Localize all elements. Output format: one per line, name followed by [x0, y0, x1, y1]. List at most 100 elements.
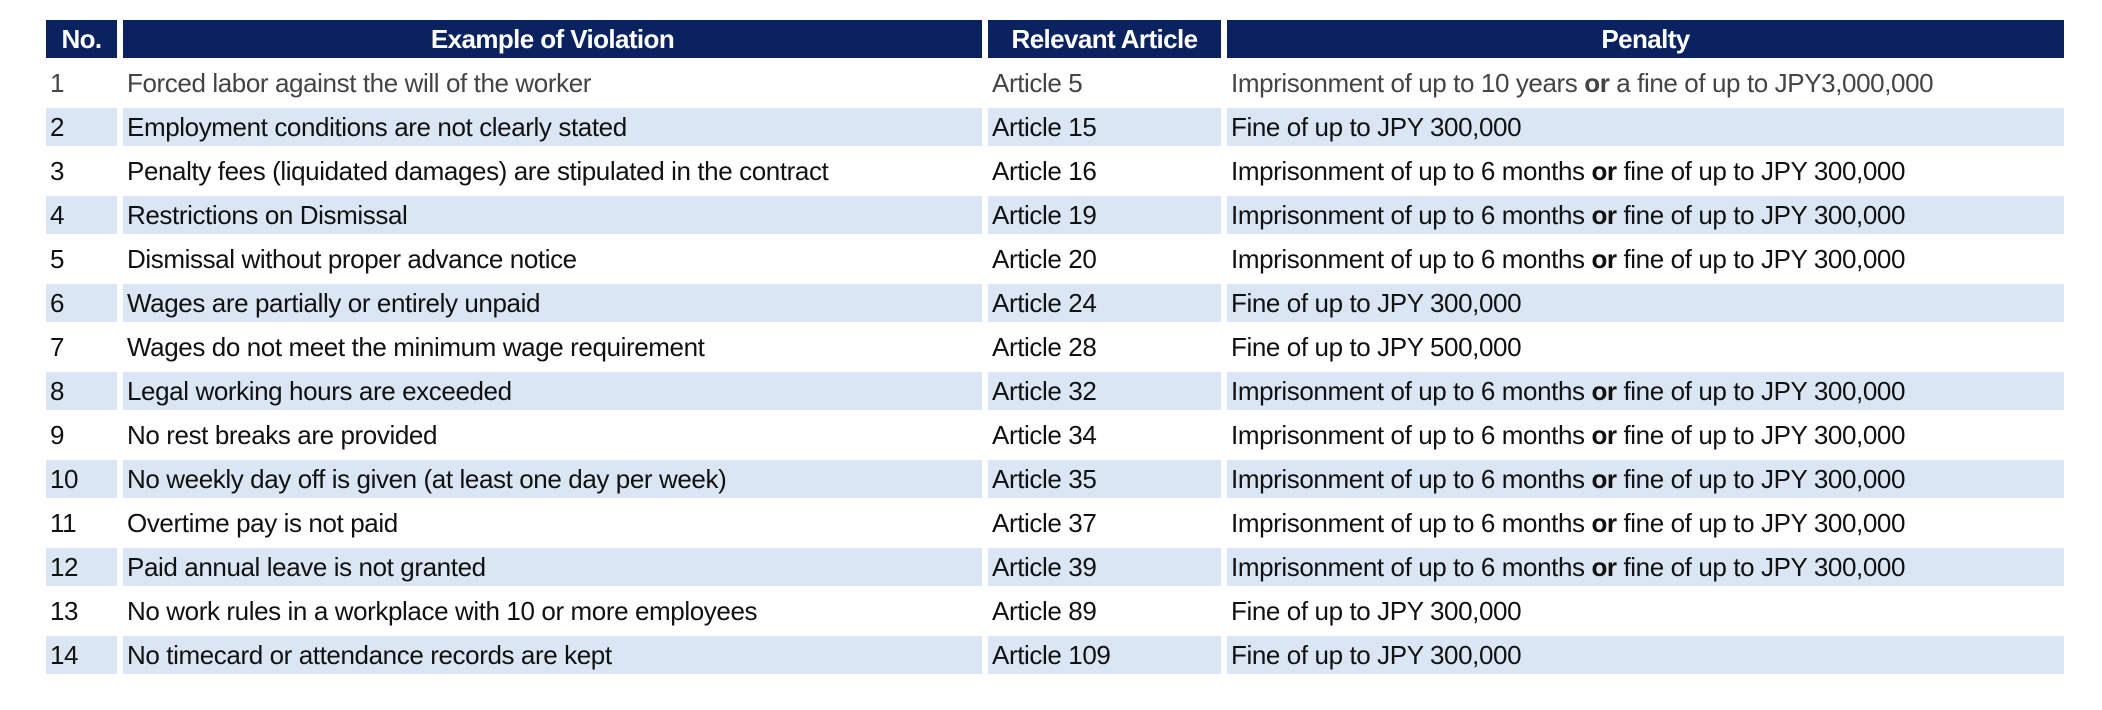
penalty-text-rest: fine of up to JPY 300,000	[1616, 507, 1906, 538]
row-violation: Dismissal without proper advance notice	[127, 243, 577, 274]
penalty-or: or	[1591, 507, 1617, 538]
penalty-text: Fine of up to JPY 300,000	[1231, 111, 1522, 142]
row-violation: No timecard or attendance records are ke…	[123, 636, 982, 674]
row-violation: Restrictions on Dismissal	[123, 196, 982, 234]
row-article: Article 109	[988, 636, 1221, 674]
table-row: 9 No rest breaks are provided Article 34 Im…	[46, 416, 2064, 454]
row-no: 6	[46, 284, 117, 322]
table-row: 11 Overtime pay is not paid Article 37 Impr…	[46, 504, 2064, 542]
penalty-or: or	[1591, 551, 1617, 582]
row-article: Article 34	[992, 419, 1097, 450]
row-penalty: Fine of up to JPY 300,000	[1227, 636, 2064, 674]
table-row: 4 Restrictions on Dismissal Article 19 Impr…	[46, 196, 2064, 234]
row-no: 8	[46, 372, 117, 410]
table-row: 13 No work rules in a workplace with 10 o…	[46, 592, 2064, 630]
table-row: 5 Dismissal without proper advance notice…	[46, 240, 2064, 278]
row-article: Article 39	[988, 548, 1221, 586]
row-penalty: Imprisonment of up to 6 months or fine o…	[1227, 548, 2064, 586]
penalty-text: Imprisonment of up to 6 months	[1231, 199, 1592, 230]
row-violation: Employment conditions are not clearly st…	[123, 108, 982, 146]
row-penalty: Imprisonment of up to 6 months or fine o…	[1227, 196, 2064, 234]
row-violation: No weekly day off is given (at least one…	[123, 460, 982, 498]
header-article: Relevant Article	[988, 20, 1221, 58]
penalty-text: Imprisonment of up to 6 months	[1231, 463, 1592, 494]
row-article: Article 20	[992, 243, 1097, 274]
row-article: Article 19	[988, 196, 1221, 234]
row-no: 5	[50, 243, 65, 274]
penalty-text: Imprisonment of up to 6 months	[1231, 419, 1592, 450]
penalty-or: or	[1584, 67, 1610, 98]
table-row: 14 No timecard or attendance records are …	[46, 636, 2064, 674]
row-penalty: Imprisonment of up to 6 months or fine o…	[1227, 504, 2064, 542]
row-no: 9	[50, 419, 65, 450]
penalty-or: or	[1591, 243, 1617, 274]
row-violation: No rest breaks are provided	[127, 419, 438, 450]
penalty-text: Imprisonment of up to 6 months	[1231, 243, 1592, 274]
row-violation: Legal working hours are exceeded	[123, 372, 982, 410]
row-penalty: Imprisonment of up to 6 months or fine o…	[1227, 416, 2064, 454]
row-no: 3	[50, 155, 65, 186]
row-article: Article 15	[988, 108, 1221, 146]
penalty-text: Fine of up to JPY 300,000	[1231, 287, 1522, 318]
row-no: 14	[46, 636, 117, 674]
header-penalty: Penalty	[1227, 20, 2064, 58]
header-no: No.	[46, 20, 117, 58]
row-violation: Overtime pay is not paid	[127, 507, 398, 538]
penalty-or: or	[1591, 419, 1617, 450]
row-article: Article 37	[992, 507, 1097, 538]
row-no: 1	[50, 67, 65, 98]
row-article: Article 32	[988, 372, 1221, 410]
penalty-text-rest: fine of up to JPY 300,000	[1616, 375, 1906, 406]
penalty-text-rest: fine of up to JPY 300,000	[1616, 155, 1906, 186]
penalty-text: Imprisonment of up to 6 months	[1231, 155, 1592, 186]
table-row: 6 Wages are partially or entirely unpaid A…	[46, 284, 2064, 322]
row-no: 10	[46, 460, 117, 498]
row-no: 12	[46, 548, 117, 586]
penalty-text-rest: fine of up to JPY 300,000	[1616, 463, 1906, 494]
penalty-or: or	[1591, 463, 1617, 494]
row-article: Article 89	[992, 595, 1097, 626]
violations-table: No. Example of Violation Relevant Articl…	[40, 14, 2070, 680]
penalty-text: Fine of up to JPY 300,000	[1231, 595, 1522, 626]
table-row: 8 Legal working hours are exceeded Article…	[46, 372, 2064, 410]
row-no: 7	[50, 331, 65, 362]
row-violation: No work rules in a workplace with 10 or …	[127, 595, 758, 626]
penalty-text-rest: fine of up to JPY 300,000	[1616, 243, 1906, 274]
row-violation: Paid annual leave is not granted	[123, 548, 982, 586]
penalty-text: Imprisonment of up to 6 months	[1231, 375, 1592, 406]
penalty-text: Fine of up to JPY 300,000	[1231, 639, 1522, 670]
row-no: 11	[50, 507, 77, 538]
row-no: 13	[50, 595, 79, 626]
penalty-text: Imprisonment of up to 10 years	[1231, 67, 1585, 98]
penalty-text-rest: fine of up to JPY 300,000	[1616, 199, 1906, 230]
table-row: 7 Wages do not meet the minimum wage requ…	[46, 328, 2064, 366]
row-violation: Wages do not meet the minimum wage requi…	[127, 331, 705, 362]
row-penalty: Fine of up to JPY 300,000	[1227, 284, 2064, 322]
row-penalty: Fine of up to JPY 300,000	[1227, 108, 2064, 146]
row-article: Article 24	[988, 284, 1221, 322]
row-penalty: Imprisonment of up to 6 months or fine o…	[1227, 372, 2064, 410]
header-row: No. Example of Violation Relevant Articl…	[46, 20, 2064, 58]
row-no: 2	[46, 108, 117, 146]
table-row: 10 No weekly day off is given (at least o…	[46, 460, 2064, 498]
row-no: 4	[46, 196, 117, 234]
header-violation: Example of Violation	[123, 20, 982, 58]
row-violation: Forced labor against the will of the wor…	[127, 67, 592, 98]
row-penalty: Imprisonment of up to 6 months or fine o…	[1227, 152, 2064, 190]
penalty-text-rest: fine of up to JPY 300,000	[1616, 419, 1906, 450]
row-penalty: Imprisonment of up to 6 months or fine o…	[1227, 240, 2064, 278]
table-row: 1 Forced labor against the will of the wo…	[46, 64, 2064, 102]
penalty-or: or	[1591, 199, 1617, 230]
row-article: Article 16	[992, 155, 1097, 186]
row-article: Article 5	[992, 67, 1083, 98]
table-row: 2 Employment conditions are not clearly s…	[46, 108, 2064, 146]
penalty-text: Imprisonment of up to 6 months	[1231, 551, 1592, 582]
table-row: 12 Paid annual leave is not granted Articl…	[46, 548, 2064, 586]
penalty-text: Imprisonment of up to 6 months	[1231, 507, 1592, 538]
row-penalty: Fine of up to JPY 500,000	[1227, 328, 2064, 366]
penalty-or: or	[1591, 155, 1617, 186]
row-violation: Penalty fees (liquidated damages) are st…	[127, 155, 829, 186]
row-penalty: Imprisonment of up to 6 months or fine o…	[1227, 460, 2064, 498]
row-penalty: Imprisonment of up to 10 years or a fine…	[1227, 64, 2064, 102]
row-violation: Wages are partially or entirely unpaid	[123, 284, 982, 322]
